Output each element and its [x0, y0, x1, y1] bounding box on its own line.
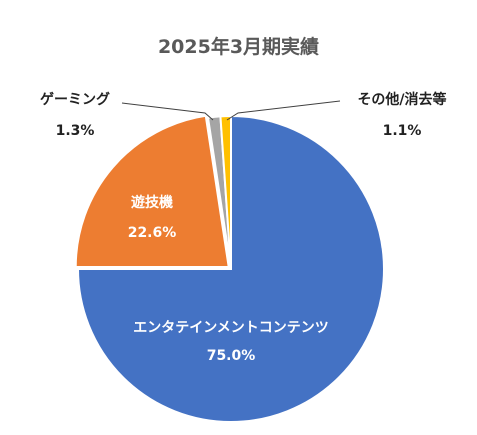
chart-title: 2025年3月期実績 [157, 36, 320, 58]
slice-value-label-2: 1.3% [56, 123, 95, 139]
slice-value-label-1: 22.6% [128, 225, 177, 241]
slice-value-label-3: 1.1% [383, 123, 422, 139]
leader-line-2 [121, 102, 214, 121]
slice-name-label-0: エンタテインメントコンテンツ [133, 320, 329, 336]
slice-name-label-3: その他/消去等 [357, 91, 446, 108]
pie-slice-0 [76, 114, 385, 423]
slice-name-label-2: ゲーミング [40, 91, 110, 108]
slice-name-label-1: 遊技機 [131, 194, 173, 211]
pie-slice-1 [74, 114, 230, 269]
leader-line-3 [226, 100, 341, 121]
slice-value-label-0: 75.0% [207, 348, 256, 364]
pie-slice-3 [219, 114, 232, 270]
